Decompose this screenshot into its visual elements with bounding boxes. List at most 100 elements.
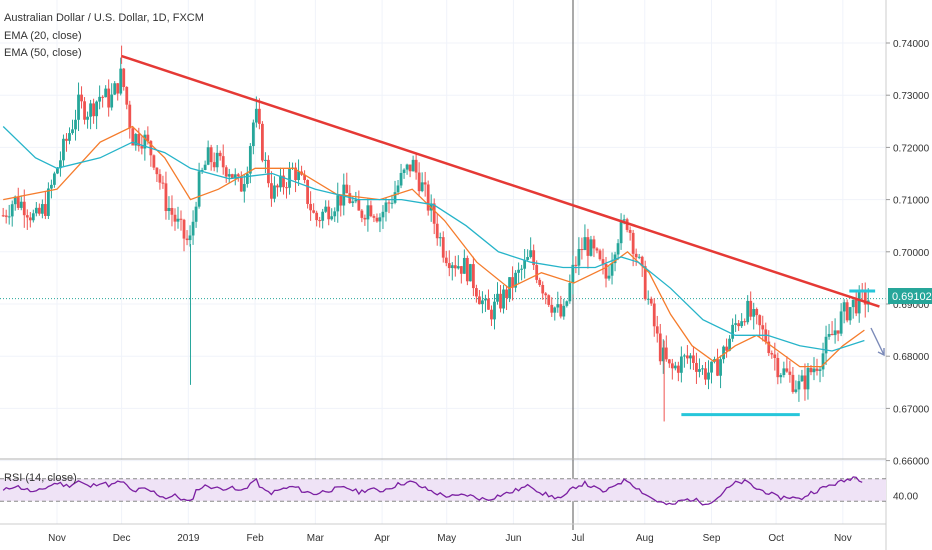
candle-body (432, 203, 436, 224)
candle-body (381, 211, 385, 218)
rsi-band (0, 478, 886, 502)
candle-body (297, 171, 300, 181)
candle-body (502, 289, 505, 309)
price-tick-label: 0.67000 (893, 404, 930, 415)
candle-body (481, 300, 484, 305)
legend-ema20: EMA (20, close) (4, 30, 82, 42)
candle-body (459, 266, 463, 274)
candle-body (221, 156, 225, 168)
time-tick-label: Aug (636, 533, 654, 544)
candle-body (821, 353, 825, 370)
candle-body (833, 330, 837, 336)
candle-body (438, 237, 442, 239)
candle-body (312, 210, 316, 213)
candle-body (276, 185, 279, 188)
candle-body (62, 138, 65, 161)
candle-body (16, 196, 20, 208)
candle-body (372, 216, 376, 218)
candle-body (19, 201, 23, 208)
candle-body (673, 365, 677, 369)
candle-body (607, 275, 611, 279)
candle-body (279, 175, 282, 188)
price-tick-label: 0.68000 (893, 352, 930, 363)
candle-body (408, 164, 412, 172)
candle-body (390, 202, 394, 204)
candle-body (257, 108, 261, 124)
candle-body (692, 355, 695, 363)
candle-body (776, 357, 780, 378)
candle-body (28, 217, 32, 221)
candle-body (731, 324, 735, 339)
candle-body (420, 182, 424, 192)
candle-body (589, 239, 593, 256)
candle-body (441, 237, 445, 258)
candle-body (125, 86, 129, 105)
candle-body (580, 249, 584, 251)
candle-body (604, 263, 608, 279)
candle-body (107, 88, 111, 108)
candle-body (206, 147, 210, 165)
time-tick-label: Dec (113, 533, 131, 544)
candle-body (610, 263, 614, 276)
candle-body (749, 300, 753, 317)
price-tick-label: 0.73000 (893, 91, 930, 102)
candle-body (583, 237, 587, 251)
current-price-tag (888, 288, 932, 304)
time-axis[interactable]: Nov Dec 2019 Feb Mar Apr May Jun Jul Aug Sep Oct Nov (48, 533, 852, 544)
candle-body (176, 218, 180, 222)
candle-body (104, 88, 108, 98)
candle-body (387, 202, 391, 204)
candle-body (43, 204, 47, 216)
candle-body (31, 213, 35, 221)
candle-body (571, 264, 575, 284)
descending-trendline[interactable] (121, 54, 880, 308)
price-axis[interactable]: 0.74000 0.73000 0.72000 0.71000 0.70000 0.690… (885, 0, 932, 550)
candle-body (658, 333, 662, 362)
candle-body (526, 257, 530, 260)
price-pane (0, 0, 886, 530)
candle-body (116, 83, 120, 94)
candle-body (152, 155, 156, 168)
candle-body (83, 101, 86, 120)
candle-body (4, 215, 8, 217)
candle-body (71, 129, 74, 134)
candle-body (46, 188, 50, 216)
candle-body (505, 289, 508, 298)
candle-body (812, 368, 816, 373)
candle-body (230, 174, 234, 179)
candlestick-series (1, 45, 870, 422)
time-tick-label: May (437, 533, 456, 544)
candle-body (327, 206, 331, 220)
candle-body (586, 237, 590, 256)
candle-body (725, 346, 728, 351)
candle-body (517, 269, 521, 273)
candle-body (496, 293, 499, 302)
projection-arrow (870, 327, 885, 356)
time-tick-label: Mar (307, 533, 325, 544)
candle-body (89, 103, 92, 117)
candle-body (10, 204, 14, 217)
candle-body (321, 211, 325, 221)
time-tick-label: Nov (834, 533, 852, 544)
candle-body (854, 299, 858, 314)
legend-ema50: EMA (50, close) (4, 47, 82, 59)
candle-body (752, 309, 756, 317)
candle-body (553, 307, 557, 313)
candle-body (649, 298, 653, 304)
candle-body (134, 134, 138, 146)
candle-body (273, 185, 276, 199)
candle-body (562, 305, 566, 317)
candle-body (550, 304, 554, 313)
candle-body (863, 290, 867, 305)
candle-body (695, 362, 698, 372)
candle-body (146, 134, 150, 142)
candle-body (1, 215, 5, 217)
candle-body (194, 206, 198, 222)
candle-body (22, 201, 26, 216)
candle-body (487, 298, 490, 310)
candle-body (529, 250, 533, 258)
candle-body (375, 217, 379, 222)
candle-body (423, 182, 427, 185)
candle-body (251, 122, 255, 147)
candle-body (493, 301, 496, 320)
